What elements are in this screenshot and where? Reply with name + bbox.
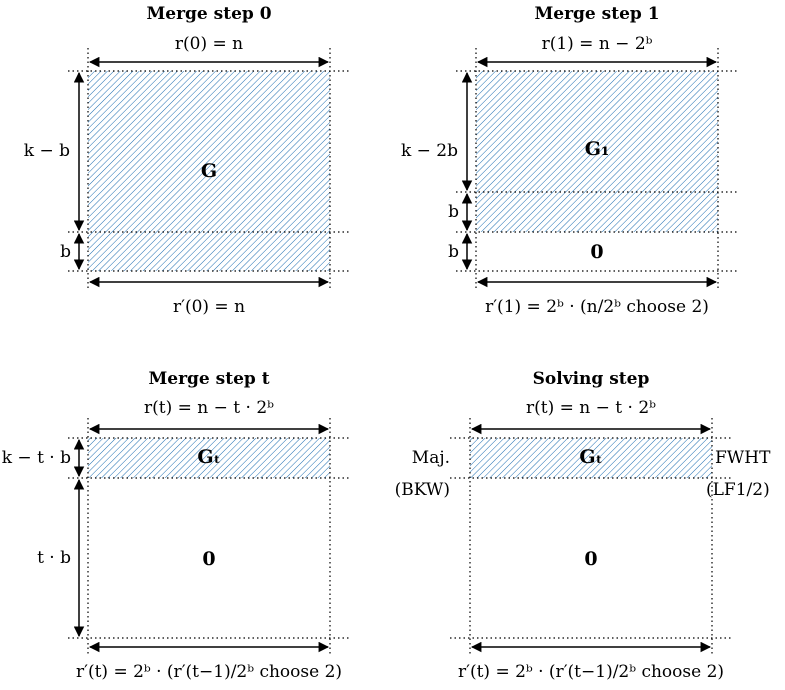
matrix-gt-hatch (88, 438, 330, 478)
right-note-lf1-2: (LF1/2) (706, 480, 770, 500)
panel-title: Merge step t (148, 369, 270, 389)
panel-merge-step-1 (456, 48, 738, 290)
bottom-width-label: r′(t) = 2ᵇ · (r′(t−1)/2ᵇ choose 2) (75, 662, 343, 682)
left-note-bkw: (BKW) (394, 480, 450, 500)
matrix-label-gt: Gₜ (579, 446, 603, 468)
top-width-label: r(t) = n − t · 2ᵇ (526, 398, 656, 418)
matrix-g1-hatch (476, 71, 718, 232)
row-label-k-minus-tb: k − t · b (1, 448, 71, 468)
left-note-maj: Maj. (411, 448, 450, 468)
right-note-fwht: FWHT (715, 448, 771, 468)
row-label-b-lower: b (448, 242, 459, 262)
zero-block-label: 0 (590, 241, 604, 263)
zero-block-label: 0 (584, 548, 598, 570)
top-width-label: r(1) = n − 2ᵇ (541, 34, 653, 54)
panel-merge-step-0 (68, 48, 350, 290)
row-label-b: b (60, 242, 71, 262)
row-label-tb: t · b (37, 548, 71, 568)
matrix-g-hatch (88, 71, 330, 271)
panel-solving-step (450, 418, 732, 656)
bottom-width-label: r′(1) = 2ᵇ · (n/2ᵇ choose 2) (485, 297, 709, 317)
panel-title: Solving step (532, 369, 650, 389)
top-width-label: r(0) = n (174, 34, 244, 54)
matrix-label-g1: G₁ (584, 138, 610, 160)
panel-title: Merge step 1 (534, 4, 660, 24)
row-label-k-minus-2b: k − 2b (400, 141, 458, 161)
matrix-label-g: G (200, 160, 218, 182)
bottom-width-label: r′(t) = 2ᵇ · (r′(t−1)/2ᵇ choose 2) (457, 662, 725, 682)
top-width-label: r(t) = n − t · 2ᵇ (144, 398, 274, 418)
matrix-label-gt: Gₜ (197, 446, 221, 468)
matrix-gt-hatch (470, 438, 712, 478)
zero-block-label: 0 (202, 548, 216, 570)
bottom-width-label: r′(0) = n (172, 297, 246, 317)
row-label-b-upper: b (448, 202, 459, 222)
panel-merge-step-t (68, 418, 350, 656)
panel-title: Merge step 0 (146, 4, 272, 24)
row-label-k-minus-b: k − b (23, 141, 70, 161)
